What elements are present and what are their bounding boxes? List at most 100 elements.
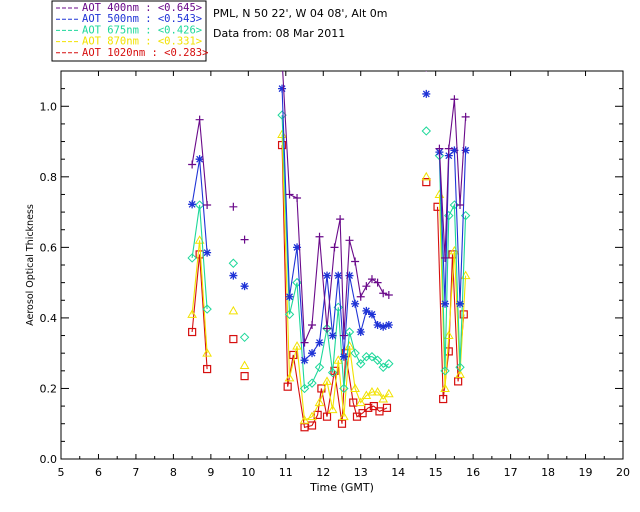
data-point — [350, 348, 360, 358]
data-point — [373, 320, 382, 329]
series-line — [438, 155, 467, 371]
data-point — [384, 290, 393, 299]
data-point — [362, 306, 371, 315]
data-point — [284, 372, 295, 382]
data-point — [322, 323, 332, 334]
data-point — [372, 386, 383, 396]
data-point — [351, 257, 360, 266]
x-tick-label: 6 — [95, 466, 102, 479]
data-point — [300, 338, 309, 347]
data-point — [188, 200, 197, 209]
data-point — [278, 56, 286, 64]
data-point — [313, 410, 322, 420]
data-point — [444, 144, 453, 153]
data-point — [293, 193, 302, 202]
data-point — [202, 304, 212, 314]
data-point — [356, 328, 365, 337]
data-point — [239, 360, 250, 370]
data-point — [323, 324, 332, 333]
data-point — [367, 310, 376, 319]
site-info: PML, N 50 22', W 04 08', Alt 0m — [213, 7, 387, 20]
data-date: Data from: 08 Mar 2011 — [213, 27, 345, 40]
data-point — [358, 409, 367, 418]
data-point — [203, 364, 212, 374]
legend: AOT 400nm : <0.645>AOT 500nm : <0.543>AO… — [51, 0, 208, 62]
data-point — [229, 202, 238, 211]
data-point — [440, 366, 450, 376]
series-line — [281, 134, 390, 422]
data-point — [356, 359, 366, 369]
legend-label: AOT 400nm : <0.645> — [82, 2, 202, 14]
data-point — [315, 232, 324, 241]
data-point — [379, 289, 388, 298]
data-point — [443, 330, 454, 340]
legend-label: AOT 500nm : <0.543> — [82, 13, 202, 25]
data-point — [350, 383, 360, 392]
data-point — [355, 397, 366, 407]
y-axis-label: Aerosol Optical Thickness — [25, 204, 36, 326]
data-point — [187, 309, 197, 318]
data-point — [307, 421, 317, 430]
data-point — [240, 235, 249, 244]
series-layer — [187, 56, 471, 432]
x-tick-label: 11 — [279, 466, 293, 479]
series-4 — [187, 129, 471, 424]
data-point — [364, 403, 373, 412]
data-point — [202, 348, 212, 357]
data-point — [336, 215, 345, 224]
data-point — [349, 398, 358, 407]
series-line — [191, 240, 208, 354]
data-point — [367, 352, 377, 362]
legend-label: AOT 1020nm : <0.283> — [82, 47, 208, 59]
data-point — [195, 155, 204, 164]
series-line — [191, 204, 208, 310]
data-point — [339, 331, 348, 340]
y-tick-label: 0.4 — [40, 312, 58, 325]
data-point — [373, 278, 382, 287]
y-tick-label: 0.6 — [40, 241, 58, 254]
data-point — [299, 383, 310, 394]
data-point — [379, 322, 388, 331]
data-point — [461, 146, 470, 155]
data-point — [323, 271, 332, 280]
x-tick-label: 14 — [391, 466, 405, 479]
data-point — [351, 299, 360, 308]
data-point — [289, 350, 298, 360]
data-point — [435, 144, 444, 153]
data-point — [278, 84, 287, 93]
data-point — [450, 146, 459, 155]
data-point — [425, 71, 427, 72]
y-tick-label: 1.0 — [40, 100, 58, 113]
legend-label: AOT 675nm : <0.426> — [82, 24, 202, 36]
data-point — [337, 419, 347, 428]
data-point — [441, 299, 450, 308]
y-tick-label: 0.8 — [40, 171, 58, 184]
data-point — [314, 362, 325, 372]
data-point — [461, 112, 470, 121]
data-point — [293, 243, 302, 252]
legend-box — [51, 0, 207, 62]
x-tick-label: 15 — [429, 466, 443, 479]
data-point — [308, 320, 317, 329]
x-axis: 5 6 7 8 9 10 11 12 13 14 15 16 17 18 19 20 — [58, 71, 630, 479]
data-point — [334, 271, 343, 280]
data-point — [327, 367, 338, 378]
data-point — [188, 160, 197, 169]
data-point — [330, 243, 339, 252]
data-point — [229, 271, 238, 280]
data-point — [300, 356, 309, 365]
data-point — [450, 95, 459, 104]
data-point — [422, 178, 431, 187]
series-1 — [188, 56, 470, 347]
data-point — [421, 126, 432, 136]
data-point — [307, 411, 317, 421]
series-line — [191, 254, 208, 370]
data-point — [194, 200, 205, 210]
data-point — [307, 378, 317, 388]
data-point — [292, 341, 302, 350]
x-tick-label: 19 — [579, 466, 593, 479]
data-point — [229, 334, 238, 344]
data-point — [188, 327, 197, 337]
data-point — [456, 299, 465, 308]
data-point — [362, 282, 371, 291]
